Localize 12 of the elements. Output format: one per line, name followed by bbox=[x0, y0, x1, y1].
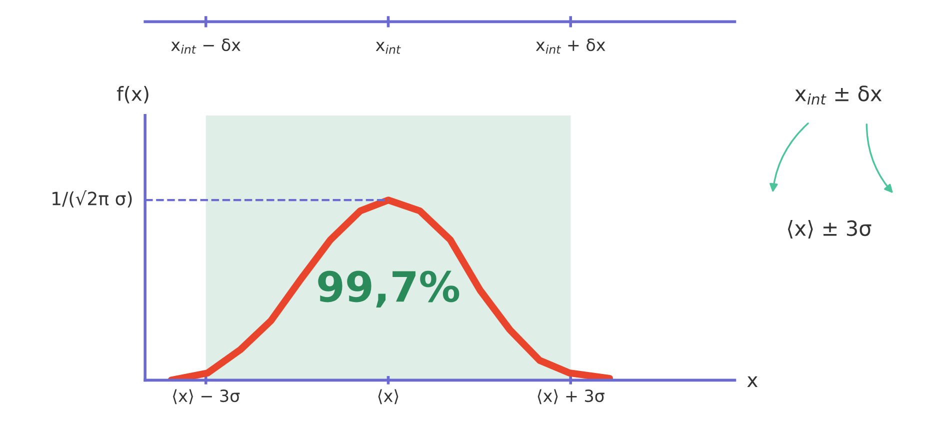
x-tick-label: ⟨x⟩ − 3σ bbox=[173, 389, 240, 404]
ref-line-label: 1/(√2π σ) bbox=[52, 190, 132, 208]
y-axis-title: f(x) bbox=[116, 86, 148, 104]
text: x$_{int}$ ± δx bbox=[795, 86, 882, 104]
x-axis-title: x bbox=[747, 376, 758, 388]
text: x$_{int}$ + δx bbox=[536, 38, 606, 54]
text: x$_{int}$ bbox=[376, 42, 401, 54]
text: ⟨x⟩ ± 3σ bbox=[788, 220, 872, 239]
text: x$_{int}$ − δx bbox=[171, 38, 240, 54]
x-tick-label: ⟨x⟩ + 3σ bbox=[538, 389, 604, 404]
band-label: 99,7% bbox=[318, 270, 460, 308]
x-tick-label: ⟨x⟩ bbox=[378, 389, 398, 404]
